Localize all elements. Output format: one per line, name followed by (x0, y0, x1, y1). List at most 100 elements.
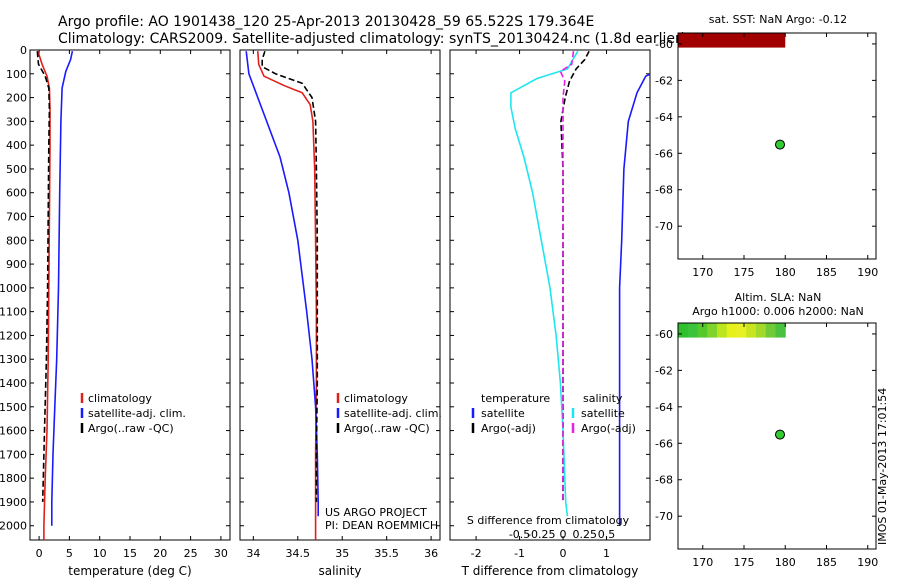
sst-lon-tick-label: 175 (734, 266, 755, 279)
sst-lat-tick-label: -62 (655, 74, 673, 87)
salinity-legend-entry: Argo(..raw -QC) (344, 422, 430, 435)
depth-tick-label: 800 (6, 234, 27, 247)
project-annotation: PI: DEAN ROEMMICH (325, 519, 438, 532)
sla-lon-tick-label: 170 (692, 556, 713, 569)
sla-raster-cell (687, 323, 698, 338)
diff-secondary-tick-label: 0.5 (598, 528, 616, 541)
salinity-xtick-label: 35.5 (374, 547, 399, 560)
diff-legend-entry: satellite (481, 407, 525, 420)
salinity-xtick-label: 34 (246, 547, 260, 560)
sst-lat-tick-label: -66 (655, 147, 673, 160)
diff-secondary-tick-label: -0.25 (527, 528, 555, 541)
sla-map-frame (677, 322, 877, 550)
diff-legend-entry: Argo(-adj) (481, 422, 536, 435)
sst-raster-bar (678, 33, 786, 48)
sla-raster-cell (736, 323, 747, 338)
difference-xtick-label: -1 (514, 547, 525, 560)
sla-map-panel (677, 322, 877, 550)
depth-tick-label: 700 (6, 211, 27, 224)
difference-xaxis-label: T difference from climatology (461, 564, 639, 578)
sla-lat-tick-label: -62 (655, 364, 673, 377)
temperature-xtick-label: 25 (184, 547, 198, 560)
temperature-xtick-label: 20 (153, 547, 167, 560)
salinity-series-argo---raw--qc- (261, 50, 319, 502)
sst-lon-tick-label: 190 (857, 266, 878, 279)
sla-raster-cell (756, 323, 767, 338)
sla-raster-cell (697, 323, 708, 338)
sst-lon-tick-label: 180 (775, 266, 796, 279)
salinity-series-group (245, 50, 319, 540)
sla-lat-tick-label: -70 (655, 510, 673, 523)
salinity-legend-entry: satellite-adj. clim. (344, 407, 442, 420)
sla-lat-tick-label: -60 (655, 328, 673, 341)
diff-legend-entry: satellite (581, 407, 625, 420)
depth-tick-label: 2000 (0, 520, 27, 533)
temperature-xtick-label: 15 (123, 547, 137, 560)
depth-tick-label: 200 (6, 92, 27, 105)
difference-xtick-label: 0 (560, 547, 567, 560)
diff-secondary-tick-label: -0.5 (509, 528, 530, 541)
sla-map-subtitle: Argo h1000: 0.006 h2000: NaN (692, 305, 864, 318)
temperature-xtick-label: 5 (66, 547, 73, 560)
depth-tick-label: 1500 (0, 401, 27, 414)
sst-map-frame (677, 32, 877, 260)
sst-lat-tick-label: -64 (655, 111, 673, 124)
difference-series-argo--adj- (560, 50, 590, 502)
sst-lon-tick-label: 185 (816, 266, 837, 279)
temperature-series-climatology (37, 50, 51, 540)
sst-argo-position-marker (775, 139, 786, 150)
difference-series-satellite (618, 73, 650, 526)
sla-raster-cell (707, 323, 718, 338)
salinity-series-climatology (257, 51, 318, 540)
difference-series-satellite (510, 50, 579, 517)
sla-lon-tick-label: 185 (816, 556, 837, 569)
temperature-series-argo---raw--qc- (36, 51, 51, 502)
depth-tick-label: 1800 (0, 472, 27, 485)
temperature-xtick-label: 10 (93, 547, 107, 560)
depth-tick-label: 300 (6, 115, 27, 128)
temperature-xtick-label: 0 (36, 547, 43, 560)
sla-raster-cell (726, 323, 737, 338)
temperature-legend-entry: Argo(..raw -QC) (88, 422, 174, 435)
difference-xtick-label: 1 (603, 547, 610, 560)
diff-legend-group-title: temperature (481, 392, 550, 405)
sst-map-title: sat. SST: NaN Argo: -0.12 (709, 13, 847, 26)
depth-tick-label: 500 (6, 163, 27, 176)
depth-tick-label: 1400 (0, 377, 27, 390)
temperature-xaxis-label: temperature (deg C) (68, 564, 191, 578)
difference-series-group (510, 50, 650, 526)
sla-lon-tick-label: 190 (857, 556, 878, 569)
sla-lon-tick-label: 175 (734, 556, 755, 569)
diff-legend-group-title: salinity (583, 392, 623, 405)
sla-map-title: Altim. SLA: NaN (735, 291, 822, 304)
salinity-series-satellite-adj--clim- (245, 51, 319, 517)
temperature-series-satellite-adj--clim- (51, 51, 74, 526)
diff-secondary-tick-label: 0.25 (573, 528, 598, 541)
depth-tick-label: 1100 (0, 306, 27, 319)
temperature-xtick-label: 30 (214, 547, 228, 560)
difference-xtick-label: -2 (471, 547, 482, 560)
depth-tick-label: 400 (6, 139, 27, 152)
temperature-legend-entry: satellite-adj. clim. (88, 407, 186, 420)
salinity-xaxis-label: salinity (318, 564, 361, 578)
figure-title-line2: Climatology: CARS2009. Satellite-adjuste… (58, 31, 686, 47)
sla-lon-tick-label: 180 (775, 556, 796, 569)
depth-tick-label: 0 (20, 44, 27, 57)
depth-tick-label: 1000 (0, 282, 27, 295)
salinity-axes-frame (239, 49, 441, 541)
sla-raster-cell (678, 323, 689, 338)
depth-tick-label: 900 (6, 258, 27, 271)
depth-tick-label: 1900 (0, 496, 27, 509)
depth-tick-label: 1700 (0, 448, 27, 461)
depth-tick-label: 600 (6, 187, 27, 200)
sla-argo-position-marker (775, 429, 786, 440)
sla-raster-cell (775, 323, 786, 338)
depth-tick-label: 1600 (0, 425, 27, 438)
figure-title-line1: Argo profile: AO 1901438_120 25-Apr-2013… (58, 14, 594, 30)
sla-raster-cell (746, 323, 757, 338)
temperature-axes-frame (29, 49, 231, 541)
sla-lat-tick-label: -66 (655, 437, 673, 450)
diff-secondary-tick-label: 0 (560, 528, 567, 541)
depth-tick-label: 1200 (0, 329, 27, 342)
